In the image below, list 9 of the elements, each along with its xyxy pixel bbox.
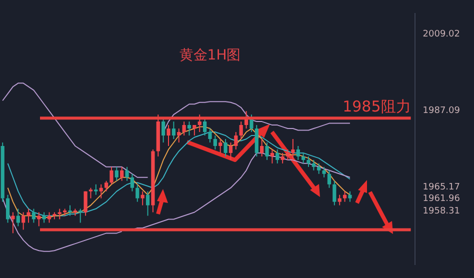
y-tick-label: 1958.31 xyxy=(422,206,460,217)
y-tick-label: 1987.09 xyxy=(422,106,460,116)
y-tick-label: 1961.96 xyxy=(422,194,460,204)
y-tick-label: 2009.02 xyxy=(422,30,460,40)
y-tick-label: 1965.17 xyxy=(422,182,460,193)
candlestick xyxy=(52,212,56,220)
ref-line-label: 1985阻力 xyxy=(342,97,411,116)
text: 黄金1H图 xyxy=(179,48,241,64)
candlestick xyxy=(68,204,72,216)
